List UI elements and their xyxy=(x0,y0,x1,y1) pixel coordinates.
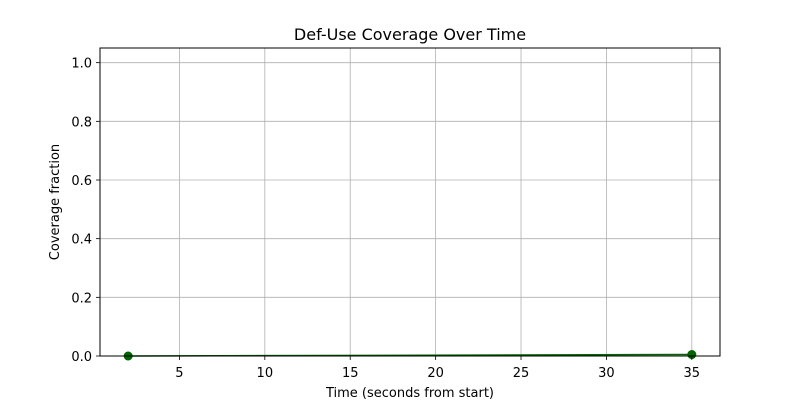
x-tick-label: 20 xyxy=(427,366,444,381)
y-tick-label: 1.0 xyxy=(71,57,92,72)
x-tick-label: 15 xyxy=(342,366,359,381)
axis-ticks: 5 10 15 20 25 30 35 0.0 0.2 0.4 0.6 0.8 1.0 xyxy=(71,57,700,381)
y-tick-label: 0.8 xyxy=(71,115,92,130)
x-tick-label: 35 xyxy=(684,366,701,381)
x-tick-label: 5 xyxy=(175,366,183,381)
y-tick-label: 0.0 xyxy=(71,350,92,365)
y-tick-label: 0.4 xyxy=(71,233,92,248)
x-axis-label: Time (seconds from start) xyxy=(325,386,494,400)
chart-title: Def-Use Coverage Over Time xyxy=(294,25,526,44)
y-tick-label: 0.6 xyxy=(71,174,92,189)
data-point xyxy=(687,350,697,360)
y-tick-label: 0.2 xyxy=(71,291,92,306)
y-axis-label: Coverage fraction xyxy=(48,144,63,260)
plot-frame xyxy=(99,47,721,357)
grid xyxy=(100,48,720,357)
x-tick-label: 10 xyxy=(257,366,274,381)
x-tick-label: 30 xyxy=(598,366,615,381)
x-tick-label: 25 xyxy=(513,366,530,381)
